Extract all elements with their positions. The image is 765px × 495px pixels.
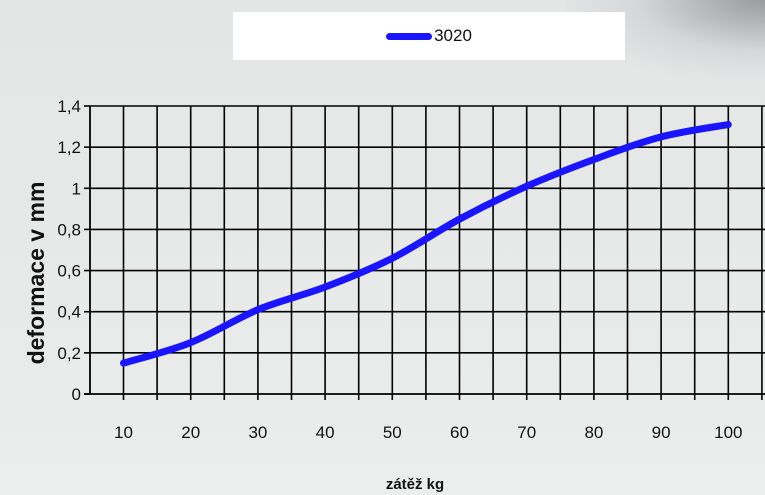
x-axis-title: zátěž kg bbox=[386, 476, 444, 493]
x-tick-label: 80 bbox=[584, 423, 603, 442]
y-tick-label: 1,2 bbox=[57, 138, 81, 157]
y-tick-label: 1,4 bbox=[57, 97, 81, 116]
chart-legend: 3020 bbox=[233, 12, 625, 60]
x-tick-label: 100 bbox=[714, 423, 742, 442]
y-tick-label: 0,8 bbox=[57, 220, 81, 239]
x-tick-label: 30 bbox=[248, 423, 267, 442]
y-tick-label: 0,2 bbox=[57, 344, 81, 363]
legend-swatch bbox=[386, 32, 433, 40]
x-tick-label: 50 bbox=[383, 423, 402, 442]
y-tick-label: 0,4 bbox=[57, 303, 81, 322]
y-tick-label: 0,6 bbox=[57, 262, 81, 281]
x-tick-label: 10 bbox=[114, 423, 133, 442]
x-tick-label: 40 bbox=[316, 423, 335, 442]
x-tick-label: 70 bbox=[517, 423, 536, 442]
y-axis-title: deformace v mm bbox=[23, 182, 49, 365]
y-tick-label: 1 bbox=[72, 179, 81, 198]
legend-label: 3020 bbox=[434, 26, 472, 45]
x-tick-label: 20 bbox=[181, 423, 200, 442]
x-tick-label: 90 bbox=[652, 423, 671, 442]
series-line-3020 bbox=[120, 121, 732, 367]
y-tick-label: 0 bbox=[72, 385, 81, 404]
x-tick-label: 60 bbox=[450, 423, 469, 442]
